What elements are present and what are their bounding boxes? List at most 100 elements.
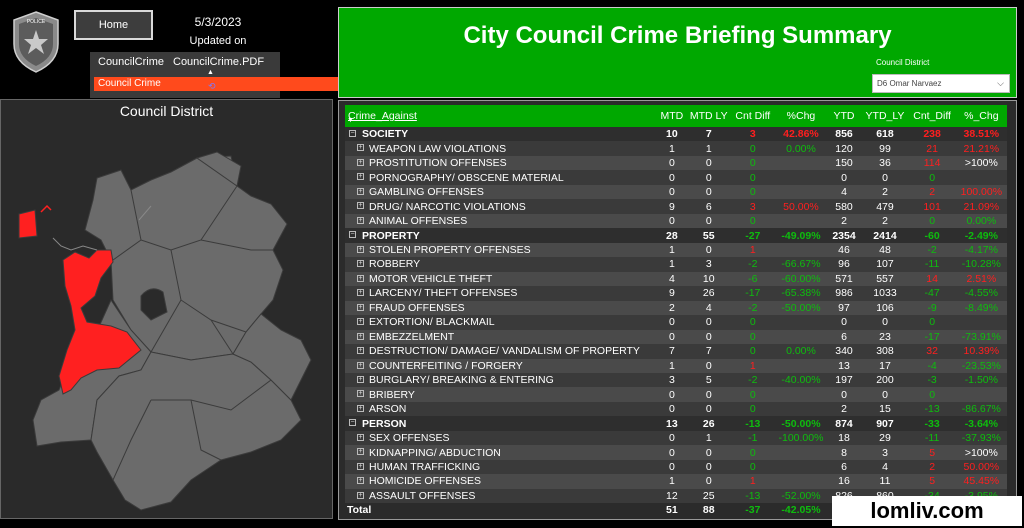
table-row[interactable]: + SEX OFFENSES 0 1 -1 -100.00% 18 29 -11 -37.93% <box>345 430 1007 446</box>
expand-icon[interactable]: + <box>357 187 364 195</box>
expand-icon[interactable]: + <box>357 332 364 340</box>
crime-name-cell: + EXTORTION/ BLACKMAIL <box>345 315 657 329</box>
crime-name-cell: + STOLEN PROPERTY OFFENSES <box>345 243 657 257</box>
table-row[interactable]: + BRIBERY 0 0 0 0 0 0 <box>345 387 1007 402</box>
table-row[interactable]: + MOTOR VEHICLE THEFT 4 10 -6 -60.00% 571 557 14… <box>345 271 1007 287</box>
council-district-value: D6 Omar Narvaez <box>877 79 942 88</box>
column-header-crime-against[interactable]: Crime_Against ▼ <box>345 105 657 127</box>
cell-cnt-diff: 238 <box>923 128 941 141</box>
table-row[interactable]: + COUNTERFEITING / FORGERY 1 0 1 13 17 -4 -23.53… <box>345 358 1007 373</box>
expand-icon[interactable]: + <box>357 318 364 326</box>
column-header-mtd[interactable]: MTD <box>656 105 688 127</box>
cell--chg: 50.00% <box>963 461 1000 474</box>
expand-icon[interactable]: + <box>357 202 364 210</box>
table-group-row[interactable]: − PERSON 13 26 -13 -50.00% 874 907 -33 -3.64% <box>345 416 1007 431</box>
tab-councilcrime-pdf[interactable]: CouncilCrime.PDF <box>173 56 265 68</box>
expand-icon[interactable]: + <box>357 477 364 485</box>
home-button[interactable]: Home <box>74 10 153 40</box>
expand-icon[interactable]: + <box>357 158 364 166</box>
table-group-row[interactable]: − PROPERTY 28 55 -27 -49.09% 2354 2414 -60 -2.49% <box>345 228 1007 243</box>
table-row[interactable]: + PORNOGRAPHY/ OBSCENE MATERIAL 0 0 0 0 0 0 <box>345 170 1007 185</box>
cell-mtd-ly: 5 <box>705 374 712 387</box>
table-row[interactable]: + EXTORTION/ BLACKMAIL 0 0 0 0 0 0 <box>345 315 1007 330</box>
table-row[interactable]: + KIDNAPPING/ ABDUCTION 0 0 0 8 3 5 >100% <box>345 445 1007 460</box>
crime-name: DRUG/ NARCOTIC VIOLATIONS <box>369 200 526 213</box>
table-row[interactable]: + DESTRUCTION/ DAMAGE/ VANDALISM OF PROPE… <box>345 344 1007 359</box>
crime-name: FRAUD OFFENSES <box>369 301 465 314</box>
cell-cnt-diff: -33 <box>924 417 940 430</box>
cell-ytd: 16 <box>838 475 850 488</box>
table-row[interactable]: + BURGLARY/ BREAKING & ENTERING 3 5 -2 -40.00… <box>345 372 1007 388</box>
crime-name: HOMICIDE OFFENSES <box>369 475 482 488</box>
table-row[interactable]: + GAMBLING OFFENSES 0 0 0 4 2 2 100.00% <box>345 184 1007 200</box>
table-row[interactable]: + EMBEZZELMENT 0 0 0 6 23 -17 -73.91% <box>345 329 1007 345</box>
expand-icon[interactable]: + <box>357 361 364 369</box>
collapse-icon[interactable]: − <box>349 130 356 137</box>
district-map-svg[interactable] <box>1 100 334 520</box>
column-header-cnt-diff[interactable]: Cnt_Diff <box>908 105 956 127</box>
collapse-icon[interactable]: − <box>349 231 356 239</box>
cell-mtd: 9 <box>668 200 675 213</box>
cell-mtd: 1 <box>668 475 675 488</box>
expand-icon[interactable]: + <box>357 216 364 224</box>
cell-ytd: 6 <box>841 461 847 474</box>
table-row[interactable]: + ANIMAL OFFENSES 0 0 0 2 2 0 0.00% <box>345 213 1007 229</box>
expand-icon[interactable]: + <box>357 245 364 253</box>
column-header-cnt-diff[interactable]: Cnt Diff <box>730 105 776 127</box>
nav-item-council-crime[interactable]: Council Crime ⟲ <box>94 77 354 91</box>
expand-icon[interactable]: + <box>357 303 364 311</box>
expand-icon[interactable]: + <box>357 274 364 282</box>
expand-icon[interactable]: + <box>357 375 364 383</box>
cell--chg: -1.50% <box>964 374 998 387</box>
column-header--chg[interactable]: %Chg <box>775 105 827 127</box>
table-group-row[interactable]: − SOCIETY 10 7 3 42.86% 856 618 238 38.51% <box>345 127 1007 142</box>
cell-cnt-diff: 0 <box>749 446 756 459</box>
cell-cnt-diff: 3 <box>749 200 756 213</box>
expand-icon[interactable]: + <box>357 260 364 268</box>
tab-councilcrime[interactable]: CouncilCrime <box>98 56 165 68</box>
expand-icon[interactable]: + <box>357 390 364 398</box>
table-row[interactable]: + STOLEN PROPERTY OFFENSES 1 0 1 46 48 -2 -4.17% <box>345 242 1007 258</box>
collapse-icon[interactable]: − <box>349 419 356 427</box>
cell-ytd: 340 <box>835 345 853 358</box>
cell-ytd-ly: 48 <box>879 243 891 256</box>
column-header-ytd[interactable]: YTD <box>826 105 862 127</box>
table-row[interactable]: + HUMAN TRAFFICKING 0 0 0 6 4 2 50.00% <box>345 459 1007 475</box>
cell-mtd: 0 <box>668 171 675 184</box>
expand-icon[interactable]: + <box>357 433 364 441</box>
expand-icon[interactable]: + <box>357 144 364 152</box>
cell--chg <box>775 359 826 373</box>
cell-ytd: 197 <box>835 374 853 387</box>
table-row[interactable]: + LARCENY/ THEFT OFFENSES 9 26 -17 -65.38% 986… <box>345 286 1007 301</box>
crime-name: SEX OFFENSES <box>369 432 450 445</box>
cell--chg: -52.00% <box>781 489 821 502</box>
cell-ytd-ly: 0 <box>882 388 888 401</box>
cell--chg: -86.67% <box>961 403 1001 416</box>
table-row[interactable]: + DRUG/ NARCOTIC VIOLATIONS 9 6 3 50.00% 580 47… <box>345 199 1007 214</box>
cell-cnt-diff: 0 <box>929 215 936 228</box>
expand-icon[interactable]: + <box>357 404 364 412</box>
table-row[interactable]: + ARSON 0 0 0 2 15 -13 -86.67% <box>345 401 1007 417</box>
table-row[interactable]: + FRAUD OFFENSES 2 4 -2 -50.00% 97 106 -9 -8.49% <box>345 300 1007 316</box>
table-row[interactable]: + WEAPON LAW VIOLATIONS 1 1 0 0.00% 120 99 21 21.… <box>345 141 1007 156</box>
expand-icon[interactable]: + <box>357 347 364 355</box>
column-header--chg[interactable]: %_Chg <box>955 105 1007 127</box>
cell-ytd-ly: 200 <box>876 374 894 387</box>
expand-icon[interactable]: + <box>357 173 364 181</box>
council-district-select[interactable]: D6 Omar Narvaez ⌵ <box>872 74 1010 93</box>
table-row[interactable]: + HOMICIDE OFFENSES 1 0 1 16 11 5 45.45% <box>345 474 1007 489</box>
expand-icon[interactable]: + <box>357 448 364 456</box>
expand-icon[interactable]: + <box>357 462 364 470</box>
table-row[interactable]: + PROSTITUTION OFFENSES 0 0 0 150 36 114 >100% <box>345 155 1007 171</box>
expand-icon[interactable]: + <box>357 289 364 297</box>
cell-ytd-ly: 4 <box>882 461 888 474</box>
expand-icon[interactable]: + <box>357 491 364 499</box>
column-header-mtd-ly[interactable]: MTD LY <box>687 105 731 127</box>
crime-name: Total <box>347 504 372 517</box>
cell-mtd: 1 <box>668 359 675 372</box>
crime-name: DESTRUCTION/ DAMAGE/ VANDALISM OF PROPER… <box>369 345 640 358</box>
column-header-ytd-ly[interactable]: YTD_LY <box>861 105 909 127</box>
cell-mtd-ly: 0 <box>705 215 712 228</box>
table-row[interactable]: + ROBBERY 1 3 -2 -66.67% 96 107 -11 -10.28% <box>345 257 1007 272</box>
cell-ytd: 856 <box>835 128 853 141</box>
